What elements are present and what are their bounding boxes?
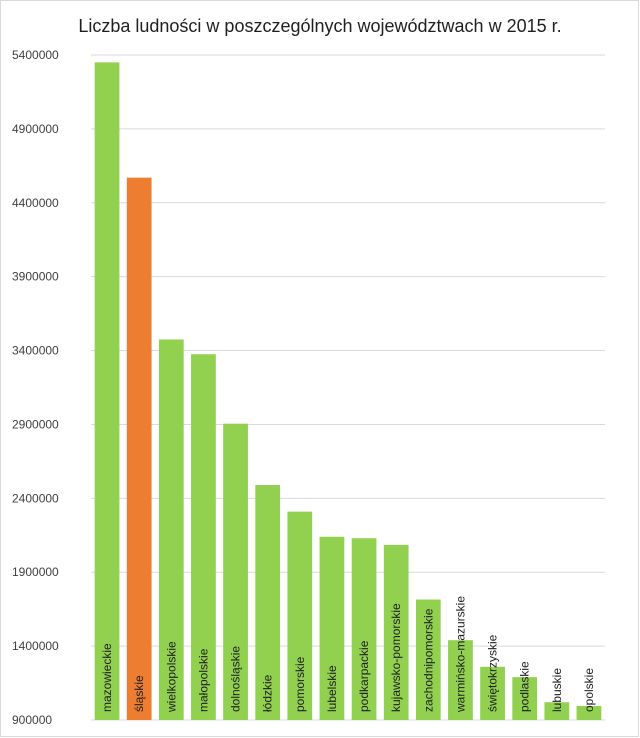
bar-lubelskie [319,536,345,720]
bar-małopolskie [191,354,216,720]
bar-śląskie [126,177,152,721]
bar-opolskie [576,705,602,720]
bar-podkarpackie [351,538,377,720]
category-label: zachodnipomorskie [421,608,435,712]
chart-title: Liczba ludności w poszczególnych wojewód… [78,16,562,36]
y-tick-label: 4400000 [12,196,59,210]
bar-podlaskie [512,677,538,720]
category-label: kujawsko-pomorskie [389,603,403,712]
y-tick-label: 1400000 [12,639,59,653]
y-tick-label: 5400000 [12,48,59,62]
bar-wielkopolskie [158,339,184,720]
category-label: pomorskie [293,656,307,712]
category-label: śląskie [132,675,146,712]
category-label: wielkopolskie [164,641,178,713]
bar-mazowieckie [94,62,120,720]
category-label: świętokrzyskie [486,634,500,712]
bar-pomorskie [287,511,313,720]
bar-warmińsko-mazurskie [448,640,473,720]
bar-zachodnipomorskie [415,599,441,720]
y-tick-label: 1900000 [12,565,59,579]
category-label: podkarpackie [357,640,371,712]
y-tick-label: 3400000 [12,344,59,358]
category-label: łódzkie [261,674,275,712]
y-tick-label: 3900000 [12,270,59,284]
category-label: warmińsko-mazurskie [453,596,467,713]
y-tick-label: 2900000 [12,417,59,431]
y-tick-label: 900000 [12,713,52,727]
category-label: dolnośląskie [229,646,243,712]
bar-dolnośląskie [223,423,248,720]
category-label: lubuskie [550,668,564,712]
bar-kujawsko-pomorskie [383,544,409,720]
bar-łódzkie [255,485,281,720]
y-tick-label: 2400000 [12,491,59,505]
category-label: opolskie [582,668,596,712]
category-label: mazowieckie [100,643,114,712]
category-label: lubelskie [325,665,339,712]
category-label: podlaskie [518,661,532,712]
bar-świętokrzyskie [480,666,505,720]
bar-lubuskie [544,702,570,720]
category-label: małopolskie [196,648,210,712]
y-tick-label: 4900000 [12,122,59,136]
